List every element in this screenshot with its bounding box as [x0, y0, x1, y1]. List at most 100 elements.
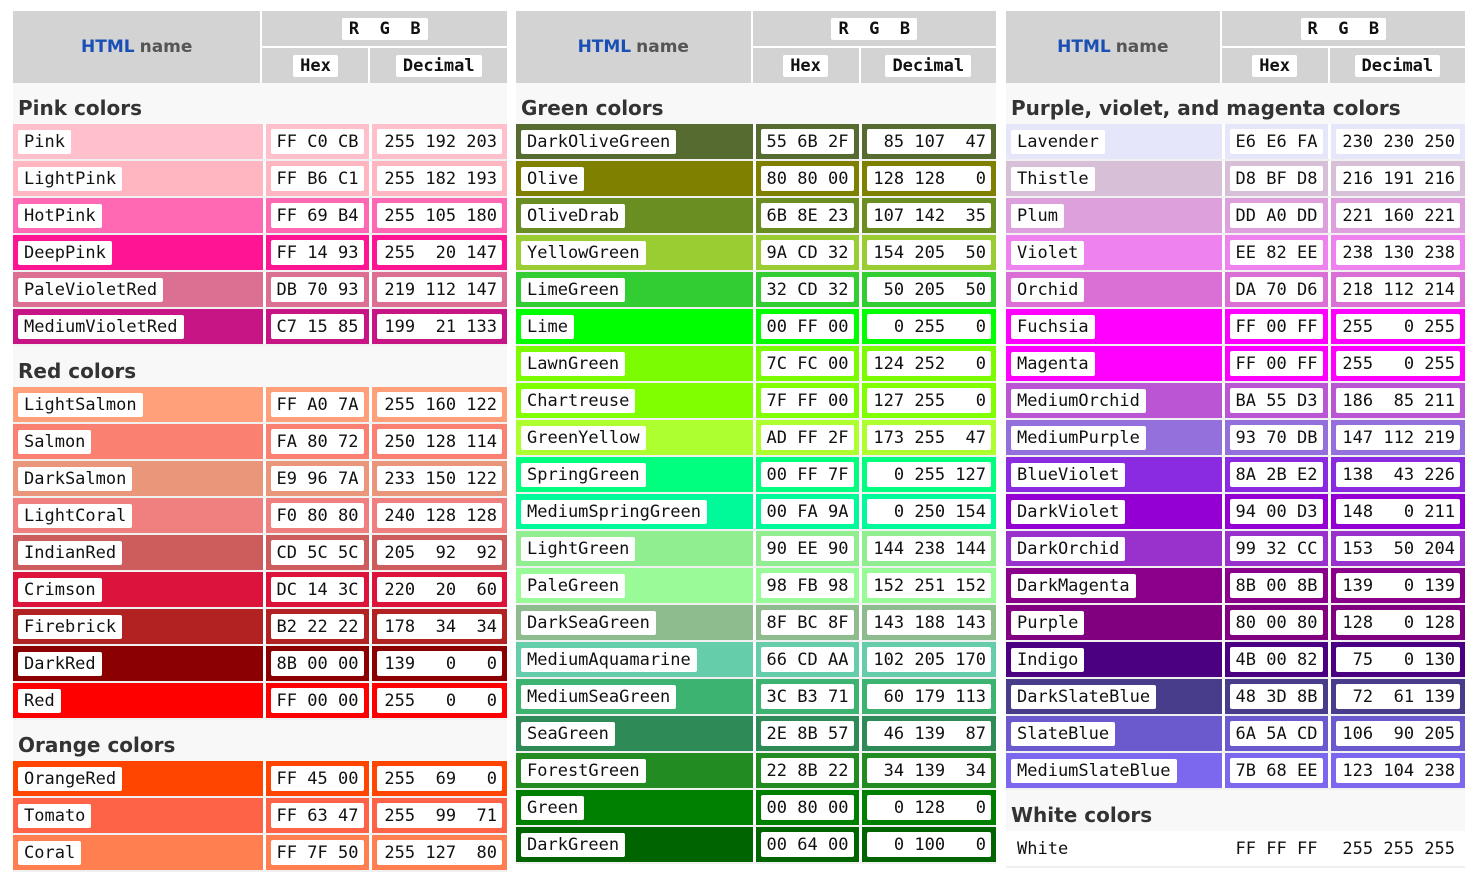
color-row: Plum DD A0 DD 221 160 221: [1006, 198, 1465, 235]
hex-value: FA 80 72: [271, 429, 364, 454]
header-decimal-label: Decimal: [395, 54, 482, 77]
color-name: SlateBlue: [1011, 721, 1116, 746]
header-sub-row: Hex Decimal: [262, 48, 507, 83]
color-swatch-hex: 8A 2B E2: [1222, 457, 1328, 492]
color-row: PaleGreen 98 FB 98 152 251 152: [516, 568, 996, 605]
color-swatch-name: Green: [516, 790, 753, 825]
color-row: BlueViolet 8A 2B E2 138 43 226: [1006, 457, 1465, 494]
color-name: LightSalmon: [18, 392, 143, 417]
color-swatch-decimal: 148 0 211: [1328, 494, 1465, 529]
color-swatch-hex: FF 14 93: [263, 235, 369, 270]
decimal-value: 250 128 114: [377, 429, 502, 454]
header-name-label: name: [1115, 37, 1169, 57]
hex-value: 80 80 00: [761, 166, 854, 191]
decimal-value: 60 179 113: [867, 684, 991, 709]
decimal-value: 219 112 147: [377, 277, 502, 302]
color-row: Lime 00 FF 00 0 255 0: [516, 309, 996, 346]
color-swatch-name: Olive: [516, 161, 753, 196]
color-name: Purple: [1011, 610, 1085, 635]
decimal-value: 0 255 0: [867, 314, 991, 339]
color-swatch-decimal: 144 238 144: [859, 531, 996, 566]
color-row: DarkSeaGreen 8F BC 8F 143 188 143: [516, 605, 996, 642]
color-swatch-hex: FF 00 FF: [1222, 346, 1328, 381]
hex-value: 8B 00 00: [271, 651, 364, 676]
color-name: GreenYellow: [521, 425, 646, 450]
hex-value: 93 70 DB: [1230, 425, 1323, 450]
decimal-value: 0 128 0: [867, 795, 991, 820]
color-table-purple-white: HTML name R G B Hex Decimal Purple, violet, a…: [1006, 11, 1465, 868]
color-swatch-hex: FF B6 C1: [263, 161, 369, 196]
section-title: Red colors: [18, 359, 137, 383]
color-name: DarkViolet: [1011, 499, 1126, 524]
color-name: DarkOliveGreen: [521, 129, 677, 154]
header-hex-label: Hex: [783, 54, 828, 77]
hex-value: 66 CD AA: [761, 647, 854, 672]
color-swatch-name: MediumAquamarine: [516, 642, 753, 677]
color-row: Fuchsia FF 00 FF 255 0 255: [1006, 309, 1465, 346]
color-swatch-name: OliveDrab: [516, 198, 753, 233]
color-name: OrangeRed: [18, 766, 123, 791]
decimal-value: 127 255 0: [867, 388, 991, 413]
hex-value: FF 7F 50: [271, 840, 364, 865]
color-swatch-name: Orchid: [1006, 272, 1222, 307]
table-header: HTML name R G B Hex Decimal: [516, 11, 996, 83]
color-swatch-name: LawnGreen: [516, 346, 753, 381]
hex-value: 7C FC 00: [761, 351, 854, 376]
color-name: Fuchsia: [1011, 314, 1095, 339]
color-swatch-hex: 32 CD 32: [753, 272, 859, 307]
color-swatch-hex: 3C B3 71: [753, 679, 859, 714]
color-name: MediumSeaGreen: [521, 684, 677, 709]
color-row: Olive 80 80 00 128 128 0: [516, 161, 996, 198]
header-sub-row: Hex Decimal: [753, 48, 996, 83]
color-row: Orchid DA 70 D6 218 112 214: [1006, 272, 1465, 309]
color-row: Purple 80 00 80 128 0 128: [1006, 605, 1465, 642]
color-swatch-decimal: 255 0 255: [1328, 346, 1465, 381]
section-title: Purple, violet, and magenta colors: [1011, 96, 1401, 120]
color-name: DarkRed: [18, 651, 102, 676]
color-swatch-name: MediumSeaGreen: [516, 679, 753, 714]
decimal-value: 199 21 133: [377, 314, 502, 339]
header-decimal-label: Decimal: [1354, 54, 1441, 77]
color-swatch-decimal: 186 85 211: [1328, 383, 1465, 418]
decimal-value: 220 20 60: [377, 577, 502, 602]
color-name: PaleGreen: [521, 573, 626, 598]
decimal-value: 128 0 128: [1336, 610, 1460, 635]
color-swatch-decimal: 139 0 139: [1328, 568, 1465, 603]
color-swatch-hex: 8B 00 00: [263, 646, 369, 681]
color-swatch-name: BlueViolet: [1006, 457, 1222, 492]
hex-value: DB 70 93: [271, 277, 364, 302]
color-row: HotPink FF 69 B4 255 105 180: [13, 198, 507, 235]
header-hex: Hex: [262, 48, 368, 83]
decimal-value: 255 192 203: [377, 129, 502, 154]
decimal-value: 102 205 170: [867, 647, 991, 672]
color-swatch-name: DarkSlateBlue: [1006, 679, 1222, 714]
color-swatch-decimal: 143 188 143: [859, 605, 996, 640]
color-name: OliveDrab: [521, 203, 626, 228]
color-swatch-name: MediumSpringGreen: [516, 494, 753, 529]
color-swatch-name: ForestGreen: [516, 753, 753, 788]
hex-value: 4B 00 82: [1230, 647, 1323, 672]
color-name: White: [1011, 836, 1075, 861]
decimal-value: 50 205 50: [867, 277, 991, 302]
color-swatch-hex: BA 55 D3: [1222, 383, 1328, 418]
color-swatch-decimal: 46 139 87: [859, 716, 996, 751]
color-swatch-hex: AD FF 2F: [753, 420, 859, 455]
decimal-value: 255 69 0: [377, 766, 502, 791]
header-rgb: R G B: [1221, 11, 1465, 48]
hex-value: 8B 00 8B: [1230, 573, 1323, 598]
color-swatch-hex: DB 70 93: [263, 272, 369, 307]
color-swatch-hex: 94 00 D3: [1222, 494, 1328, 529]
color-swatch-decimal: 154 205 50: [859, 235, 996, 270]
color-swatch-name: SeaGreen: [516, 716, 753, 751]
hex-value: FF 00 FF: [1230, 351, 1323, 376]
header-rgb-label: R G B: [831, 17, 918, 40]
hex-value: 48 3D 8B: [1230, 684, 1323, 709]
color-row: SeaGreen 2E 8B 57 46 139 87: [516, 716, 996, 753]
color-row: SpringGreen 00 FF 7F 0 255 127: [516, 457, 996, 494]
color-name: Chartreuse: [521, 388, 636, 413]
color-swatch-decimal: 127 255 0: [859, 383, 996, 418]
color-swatch-decimal: 218 112 214: [1328, 272, 1465, 307]
color-row: Pink FF C0 CB 255 192 203: [13, 124, 507, 161]
color-swatch-decimal: 138 43 226: [1328, 457, 1465, 492]
color-swatch-hex: C7 15 85: [263, 309, 369, 344]
